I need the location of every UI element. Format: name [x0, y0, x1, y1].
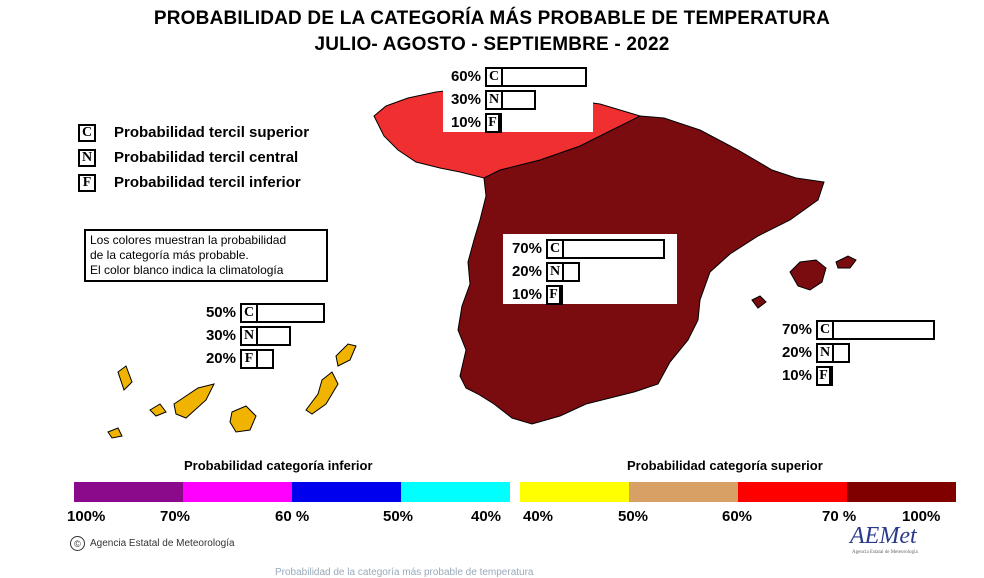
legend-item: F Probabilidad tercil inferior	[78, 170, 309, 195]
scale-segment	[401, 482, 510, 502]
scale-tick: 70%	[160, 508, 191, 525]
balearics-probabilities: 70% C 20% N 10% F	[774, 318, 935, 387]
color-scale	[74, 482, 956, 502]
peninsula-f-bar: F	[546, 284, 563, 305]
balearics-c-bar: C	[816, 319, 935, 340]
north-n-pct: 30%	[450, 91, 481, 108]
balearics-n-bar: N	[816, 342, 850, 363]
scale-tick: 70 %	[822, 508, 857, 525]
agency-name: Agencia Estatal de Meteorología	[90, 538, 235, 549]
north-c-bar: C	[485, 66, 587, 87]
scale-tick: 40%	[523, 508, 554, 525]
peninsula-n-bar: N	[546, 261, 580, 282]
balearics-ibiza	[751, 295, 767, 309]
canarias-c-pct: 50%	[205, 304, 236, 321]
canarias-c-bar: C	[240, 302, 325, 323]
canarias-f-pct: 20%	[205, 350, 236, 367]
peninsula-c-bar: C	[546, 238, 665, 259]
scale-tick: 100%	[902, 508, 941, 525]
north-f-bar: F	[485, 112, 502, 133]
island-fuerteventura	[305, 371, 339, 415]
scale-segment	[738, 482, 847, 502]
legend-label: Probabilidad tercil superior	[114, 124, 310, 141]
scale-segment	[520, 482, 629, 502]
aemet-logo: AEMet Agencia Estatal de Meteorología	[850, 523, 918, 555]
balearics-mallorca	[789, 259, 827, 291]
agency-credit: © Agencia Estatal de Meteorología	[70, 536, 235, 551]
peninsula-probabilities: 70% C 20% N 10% F	[504, 237, 665, 306]
balearics-c-pct: 70%	[781, 321, 812, 338]
island-el-hierro	[107, 427, 123, 439]
legend-label: Probabilidad tercil central	[114, 149, 299, 166]
peninsula-n-pct: 20%	[511, 263, 542, 280]
island-lanzarote	[335, 343, 357, 367]
legend-label: Probabilidad tercil inferior	[114, 174, 301, 191]
scale-title-superior: Probabilidad categoría superior	[627, 458, 823, 473]
scale-tick: 60 %	[275, 508, 310, 525]
canarias-n-bar: N	[240, 325, 291, 346]
island-gran-canaria	[229, 405, 257, 433]
note-line: Los colores muestran la probabilidad	[90, 233, 287, 247]
island-la-palma	[117, 365, 133, 391]
scale-tick: 50%	[618, 508, 649, 525]
north-f-pct: 10%	[450, 114, 481, 131]
canarias-islands	[107, 343, 357, 439]
north-c-pct: 60%	[450, 68, 481, 85]
legend-item: N Probabilidad tercil central	[78, 145, 309, 170]
note-line: El color blanco indica la climatología	[90, 263, 284, 277]
scale-segment	[292, 482, 401, 502]
balearics-f-bar: F	[816, 365, 833, 386]
north-n-bar: N	[485, 89, 536, 110]
note-line: de la categoría más probable.	[90, 248, 249, 262]
copyright-icon: ©	[70, 536, 85, 551]
scale-title-inferior: Probabilidad categoría inferior	[184, 458, 373, 473]
canarias-probabilities: 50% C 30% N 20% F	[198, 301, 325, 370]
map-title-line1: PROBABILIDAD DE LA CATEGORÍA MÁS PROBABL…	[153, 8, 831, 29]
peninsula-c-pct: 70%	[511, 240, 542, 257]
logo-subtitle: Agencia Estatal de Meteorología	[852, 550, 918, 555]
map-title-line2: JULIO- AGOSTO - SEPTIEMBRE - 2022	[314, 34, 670, 55]
scale-tick: 100%	[67, 508, 106, 525]
island-la-gomera	[149, 403, 167, 417]
island-tenerife	[173, 383, 215, 419]
tercile-legend: C Probabilidad tercil superior N Probabili…	[78, 120, 309, 195]
balearics-menorca	[835, 255, 857, 269]
north-probabilities: 60% C 30% N 10% F	[443, 65, 587, 134]
scale-tick: 50%	[383, 508, 414, 525]
scale-segment	[183, 482, 292, 502]
legend-letter-c: C	[78, 123, 96, 142]
legend-letter-f: F	[78, 173, 96, 192]
footer-caption: Probabilidad de la categoría más probabl…	[275, 567, 534, 578]
scale-segment	[74, 482, 183, 502]
color-note: Los colores muestran la probabilidad de …	[84, 229, 328, 282]
canarias-n-pct: 30%	[205, 327, 236, 344]
balearics-n-pct: 20%	[781, 344, 812, 361]
balearics-f-pct: 10%	[781, 367, 812, 384]
legend-item: C Probabilidad tercil superior	[78, 120, 309, 145]
peninsula-f-pct: 10%	[511, 286, 542, 303]
scale-segment	[629, 482, 738, 502]
scale-segment	[847, 482, 956, 502]
canarias-f-bar: F	[240, 348, 274, 369]
scale-tick: 60%	[722, 508, 753, 525]
scale-tick: 40%	[471, 508, 502, 525]
logo-text: AEMet	[850, 523, 917, 549]
legend-letter-n: N	[78, 148, 96, 167]
